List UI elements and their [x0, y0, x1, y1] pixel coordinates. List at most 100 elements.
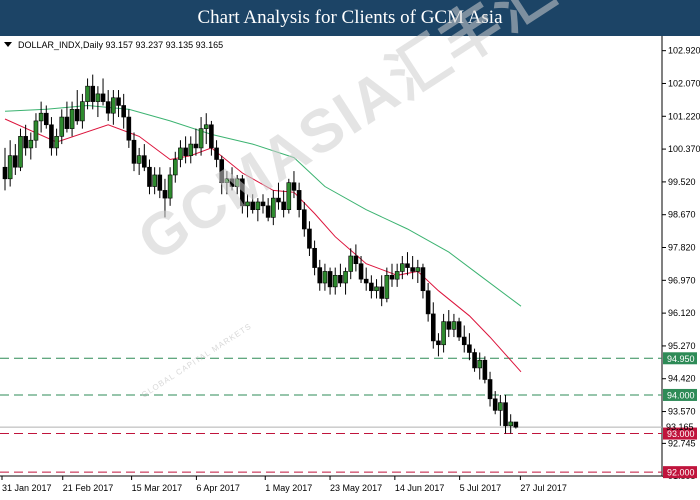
candle-body	[482, 359, 488, 380]
candle-body	[214, 147, 219, 160]
candle-body	[379, 286, 384, 299]
candle-body	[64, 116, 70, 129]
candle-body	[245, 201, 250, 207]
candle-body	[363, 278, 369, 284]
x-tick-label: 14 Jun 2017	[395, 483, 445, 493]
candle-body	[100, 93, 106, 102]
candle-body	[209, 124, 214, 149]
chart-title-banner: Chart Analysis for Clients of GCM Asia	[0, 0, 700, 36]
candle-body	[451, 321, 457, 330]
candle-body	[477, 359, 483, 369]
candle-body	[307, 228, 312, 249]
candle-body	[126, 116, 132, 141]
candle-body	[369, 282, 374, 292]
candle-body	[136, 155, 142, 164]
candle-body	[467, 344, 472, 353]
symbol-info-label: DOLLAR_INDX,Daily 93.157 93.237 93.135 9…	[18, 40, 223, 50]
candle-body	[28, 139, 34, 149]
candle-body	[291, 182, 297, 191]
candle-body	[405, 263, 410, 268]
y-tick-label: 102.070	[668, 78, 700, 88]
candle-body	[38, 112, 44, 122]
candle-body	[234, 178, 240, 187]
candle-body	[332, 274, 338, 288]
y-tick-label: 97.820	[668, 243, 696, 253]
candle-body	[178, 147, 183, 160]
candle-body	[425, 290, 431, 315]
candle-body	[23, 136, 28, 149]
candle-body	[18, 136, 23, 168]
candle-body	[384, 274, 390, 299]
candle-body	[74, 109, 80, 122]
candle-body	[430, 313, 436, 342]
candle-body	[441, 321, 446, 346]
y-tick-label: 101.220	[668, 111, 700, 121]
candle-body	[436, 340, 441, 346]
candle-body	[203, 124, 209, 129]
candle-body	[343, 271, 348, 284]
candle-body	[322, 271, 328, 284]
level-price-box	[663, 388, 697, 401]
candle-body	[281, 201, 286, 210]
y-tick-label: 100.370	[668, 144, 700, 154]
x-tick-label: 1 May 2017	[265, 483, 312, 493]
candle-body	[219, 159, 225, 183]
candle-body	[420, 267, 426, 292]
candle-body	[503, 402, 508, 427]
candle-body	[492, 398, 498, 411]
y-tick-label: 96.970	[668, 275, 696, 285]
candle-body	[157, 174, 163, 191]
candle-body	[33, 120, 39, 141]
candle-body	[312, 247, 317, 268]
candle-body	[446, 321, 452, 330]
candle-body	[472, 352, 477, 369]
level-price-box	[663, 352, 697, 365]
candle-body	[69, 109, 75, 129]
candle-body	[116, 97, 121, 106]
candle-body	[358, 263, 364, 280]
x-tick-label: 5 Jul 2017	[460, 483, 502, 493]
level-price-label: 92.000	[667, 468, 695, 478]
candle-body	[461, 336, 467, 346]
candle-body	[193, 143, 199, 149]
candlestick-chart: DOLLAR_INDX,Daily 93.157 93.237 93.135 9…	[0, 36, 700, 500]
candle-body	[131, 139, 137, 164]
candle-body	[167, 174, 173, 199]
y-tick-label: 95.270	[668, 341, 696, 351]
candle-body	[327, 271, 333, 288]
x-tick-label: 6 Apr 2017	[196, 483, 240, 493]
candle-body	[353, 255, 359, 265]
candle-body	[415, 267, 421, 272]
level-price-label: 93.000	[667, 429, 695, 439]
candle-body	[85, 85, 90, 102]
candle-body	[147, 166, 152, 187]
dropdown-triangle-icon[interactable]	[4, 42, 12, 47]
candle-body	[59, 116, 65, 137]
level-price-label: 94.950	[667, 354, 695, 364]
candle-body	[152, 174, 157, 187]
candle-body	[260, 201, 266, 207]
candle-body	[456, 321, 462, 338]
candle-body	[95, 93, 101, 102]
y-tick-label: 94.420	[668, 374, 696, 384]
candle-body	[13, 155, 18, 168]
candle-body	[172, 159, 178, 176]
candle-body	[255, 201, 261, 210]
candle-body	[198, 128, 204, 149]
level-price-box	[663, 427, 697, 440]
candle-body	[338, 274, 343, 284]
candle-body	[348, 255, 354, 272]
candle-body	[7, 155, 13, 180]
x-tick-label: 23 May 2017	[330, 483, 382, 493]
candle-body	[250, 201, 255, 210]
candle-body	[265, 205, 271, 218]
candle-body	[111, 97, 116, 114]
x-tick-label: 27 Jul 2017	[520, 483, 567, 493]
last-price-label: 93.165	[666, 422, 694, 432]
x-tick-label: 21 Feb 2017	[63, 483, 114, 493]
candle-body	[54, 136, 59, 149]
candle-body	[296, 190, 302, 210]
candle-body	[301, 209, 307, 230]
y-tick-label: 93.570	[668, 407, 696, 417]
candle-body	[240, 178, 245, 207]
